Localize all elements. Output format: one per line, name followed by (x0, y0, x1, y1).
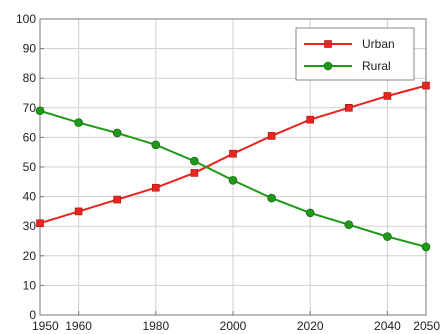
y-tick-label: 0 (29, 308, 36, 322)
legend: Urban Rural (295, 27, 415, 81)
y-tick-label: 30 (23, 219, 37, 233)
legend-marker-urban (324, 40, 332, 48)
data-point-urban (190, 169, 199, 177)
x-axis-ticks: 1950 1960 1980 2000 2020 2040 2050 (32, 311, 440, 333)
data-point-rural (190, 156, 199, 166)
data-point-rural (151, 140, 161, 150)
data-point-urban (306, 115, 315, 124)
data-point-urban (113, 195, 121, 204)
data-point-rural (228, 176, 238, 185)
y-tick-label: 90 (23, 42, 37, 56)
data-point-rural (35, 106, 45, 116)
y-tick-label: 60 (23, 130, 37, 144)
x-tick-label: 2000 (220, 319, 247, 333)
data-point-urban (229, 149, 237, 158)
grid-lines (40, 19, 426, 315)
legend-box (295, 27, 415, 81)
x-tick-label: 2050 (413, 319, 440, 333)
x-tick-label: 1960 (65, 319, 92, 333)
data-point-urban (152, 183, 160, 192)
legend-marker-rural (323, 61, 333, 71)
data-point-urban (74, 207, 83, 216)
legend-label-rural: Rural (362, 59, 391, 73)
data-point-urban (422, 81, 430, 90)
y-tick-label: 80 (23, 71, 37, 85)
y-tick-label: 40 (23, 190, 37, 204)
data-point-urban (344, 104, 353, 112)
y-tick-label: 70 (23, 101, 37, 115)
data-point-urban (383, 92, 392, 100)
data-point-urban (267, 132, 276, 140)
data-point-urban (36, 219, 44, 228)
data-point-rural (305, 208, 315, 218)
data-point-rural (383, 232, 392, 241)
x-tick-label: 2020 (297, 319, 324, 333)
legend-label-urban: Urban (362, 37, 395, 51)
data-point-rural (112, 128, 122, 138)
data-point-rural (267, 193, 276, 203)
y-tick-label: 100 (16, 12, 36, 26)
y-tick-label: 20 (23, 249, 37, 263)
data-point-rural (421, 242, 431, 252)
x-tick-label: 1980 (142, 319, 169, 333)
x-tick-label: 1950 (32, 319, 59, 333)
series-lines (35, 81, 431, 252)
data-point-rural (344, 220, 354, 230)
y-tick-label: 50 (23, 160, 37, 174)
y-tick-label: 10 (23, 278, 37, 292)
data-point-rural (74, 118, 83, 127)
x-tick-label: 2040 (374, 319, 401, 333)
